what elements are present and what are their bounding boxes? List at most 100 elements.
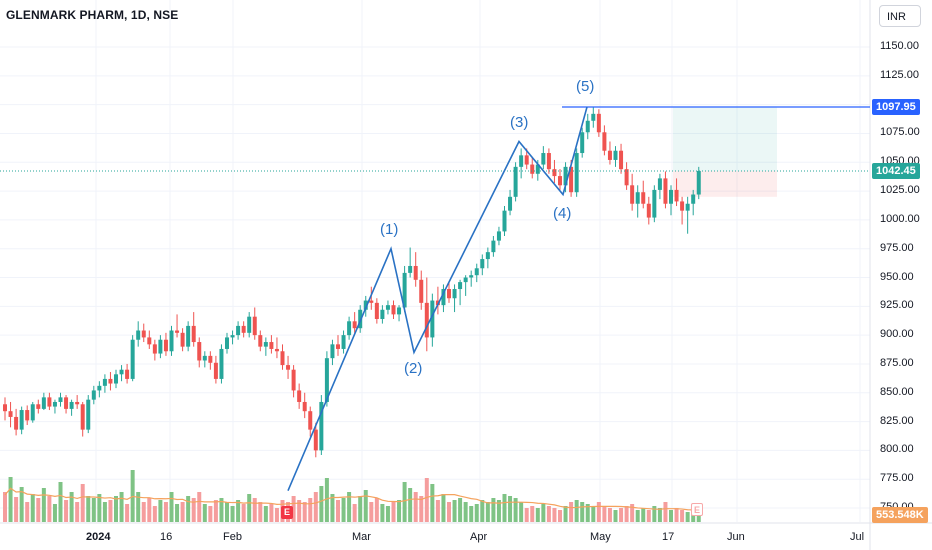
volume-bar	[541, 504, 546, 522]
wave-label-4: (4)	[553, 205, 572, 222]
candle-body	[336, 344, 340, 349]
volume-bar	[330, 494, 335, 522]
candle-body	[391, 305, 396, 315]
candle-body	[513, 166, 518, 197]
volume-bar	[208, 506, 213, 522]
volume-bar	[19, 487, 24, 522]
candle-body	[669, 189, 673, 204]
candle-body	[330, 344, 335, 359]
candle-body	[519, 155, 524, 167]
candle-body	[8, 411, 13, 417]
candle-body	[58, 397, 63, 402]
candle-body	[502, 210, 507, 232]
volume-bar	[691, 512, 696, 522]
earnings-icon[interactable]: E	[691, 503, 703, 516]
candle-body	[263, 342, 268, 347]
candle-body	[302, 401, 307, 412]
volume-bar	[558, 510, 562, 522]
candle-body	[685, 203, 690, 211]
candle-body	[236, 325, 241, 336]
time-tick-label: Feb	[223, 531, 242, 543]
candle-body	[125, 369, 130, 379]
candle-body	[469, 275, 474, 278]
candle-body	[191, 325, 196, 343]
volume-bar	[574, 500, 579, 522]
volume-bar	[496, 500, 501, 522]
currency-selector[interactable]: INR	[879, 5, 921, 27]
candle-body	[247, 316, 252, 333]
volume-bar	[530, 506, 535, 522]
candle-body	[369, 300, 374, 303]
earnings-icon[interactable]: E	[281, 506, 293, 519]
volume-bar	[241, 504, 246, 522]
volume-bar	[613, 510, 618, 522]
volume-bar	[252, 498, 257, 522]
volume-bar	[147, 498, 152, 522]
candle-body	[569, 166, 574, 193]
candle-body	[452, 289, 457, 299]
candle-body	[447, 289, 451, 299]
candle-body	[147, 337, 152, 345]
volume-bar	[274, 508, 279, 522]
candle-body	[197, 342, 202, 361]
candle-body	[613, 150, 618, 160]
volume-bar	[263, 506, 268, 522]
candle-body	[136, 330, 141, 340]
candle-body	[258, 335, 263, 347]
volume-bars	[3, 470, 701, 522]
volume-bar	[385, 506, 390, 522]
candle-body	[463, 277, 468, 283]
candle-body	[64, 397, 69, 409]
candle-body	[635, 192, 640, 204]
volume-bar	[197, 492, 202, 522]
candle-body	[397, 307, 402, 315]
volume-bar	[258, 502, 263, 522]
volume-bar	[452, 500, 457, 522]
price-tick-label: 775.00	[880, 472, 914, 485]
candle-body	[424, 302, 429, 338]
volume-bar	[552, 508, 557, 522]
volume-bar	[3, 492, 7, 522]
candle-body	[286, 365, 291, 370]
candle-body	[208, 355, 213, 363]
volume-bar	[602, 506, 607, 522]
volume-bar	[136, 492, 141, 522]
volume-bar	[8, 477, 13, 522]
candle-body	[358, 309, 363, 329]
volume-bar	[86, 496, 91, 522]
volume-bar	[341, 498, 346, 522]
candle-body	[641, 192, 646, 204]
volume-bar	[685, 512, 690, 522]
candle-body	[225, 337, 229, 349]
candle-body	[552, 169, 557, 177]
volume-bar	[141, 502, 146, 522]
candle-body	[413, 265, 418, 280]
candle-body	[30, 404, 35, 421]
volume-bar	[419, 496, 424, 522]
candle-body	[546, 153, 551, 170]
candle-body	[607, 150, 612, 160]
volume-bar	[535, 508, 540, 522]
price-lines	[0, 106, 870, 172]
volume-bar	[413, 492, 418, 522]
last-price-tag: 1042.45	[872, 162, 920, 179]
time-tick-label: May	[590, 531, 611, 543]
volume-bar	[247, 494, 252, 522]
candle-body	[619, 150, 624, 170]
candle-body	[680, 201, 685, 211]
volume-bar	[635, 510, 640, 522]
volume-bar	[463, 502, 468, 522]
volume-bar	[408, 488, 413, 522]
candle-body	[114, 374, 118, 384]
volume-bar	[619, 508, 624, 522]
volume-bar	[152, 506, 157, 522]
volume-bar	[202, 504, 207, 522]
volume-bar	[324, 478, 329, 522]
candle-body	[541, 153, 546, 165]
candle-body	[580, 132, 585, 154]
time-tick-label: Mar	[352, 531, 371, 543]
volume-bar	[580, 502, 585, 522]
volume-bar	[369, 502, 374, 522]
volume-bar	[219, 498, 224, 522]
